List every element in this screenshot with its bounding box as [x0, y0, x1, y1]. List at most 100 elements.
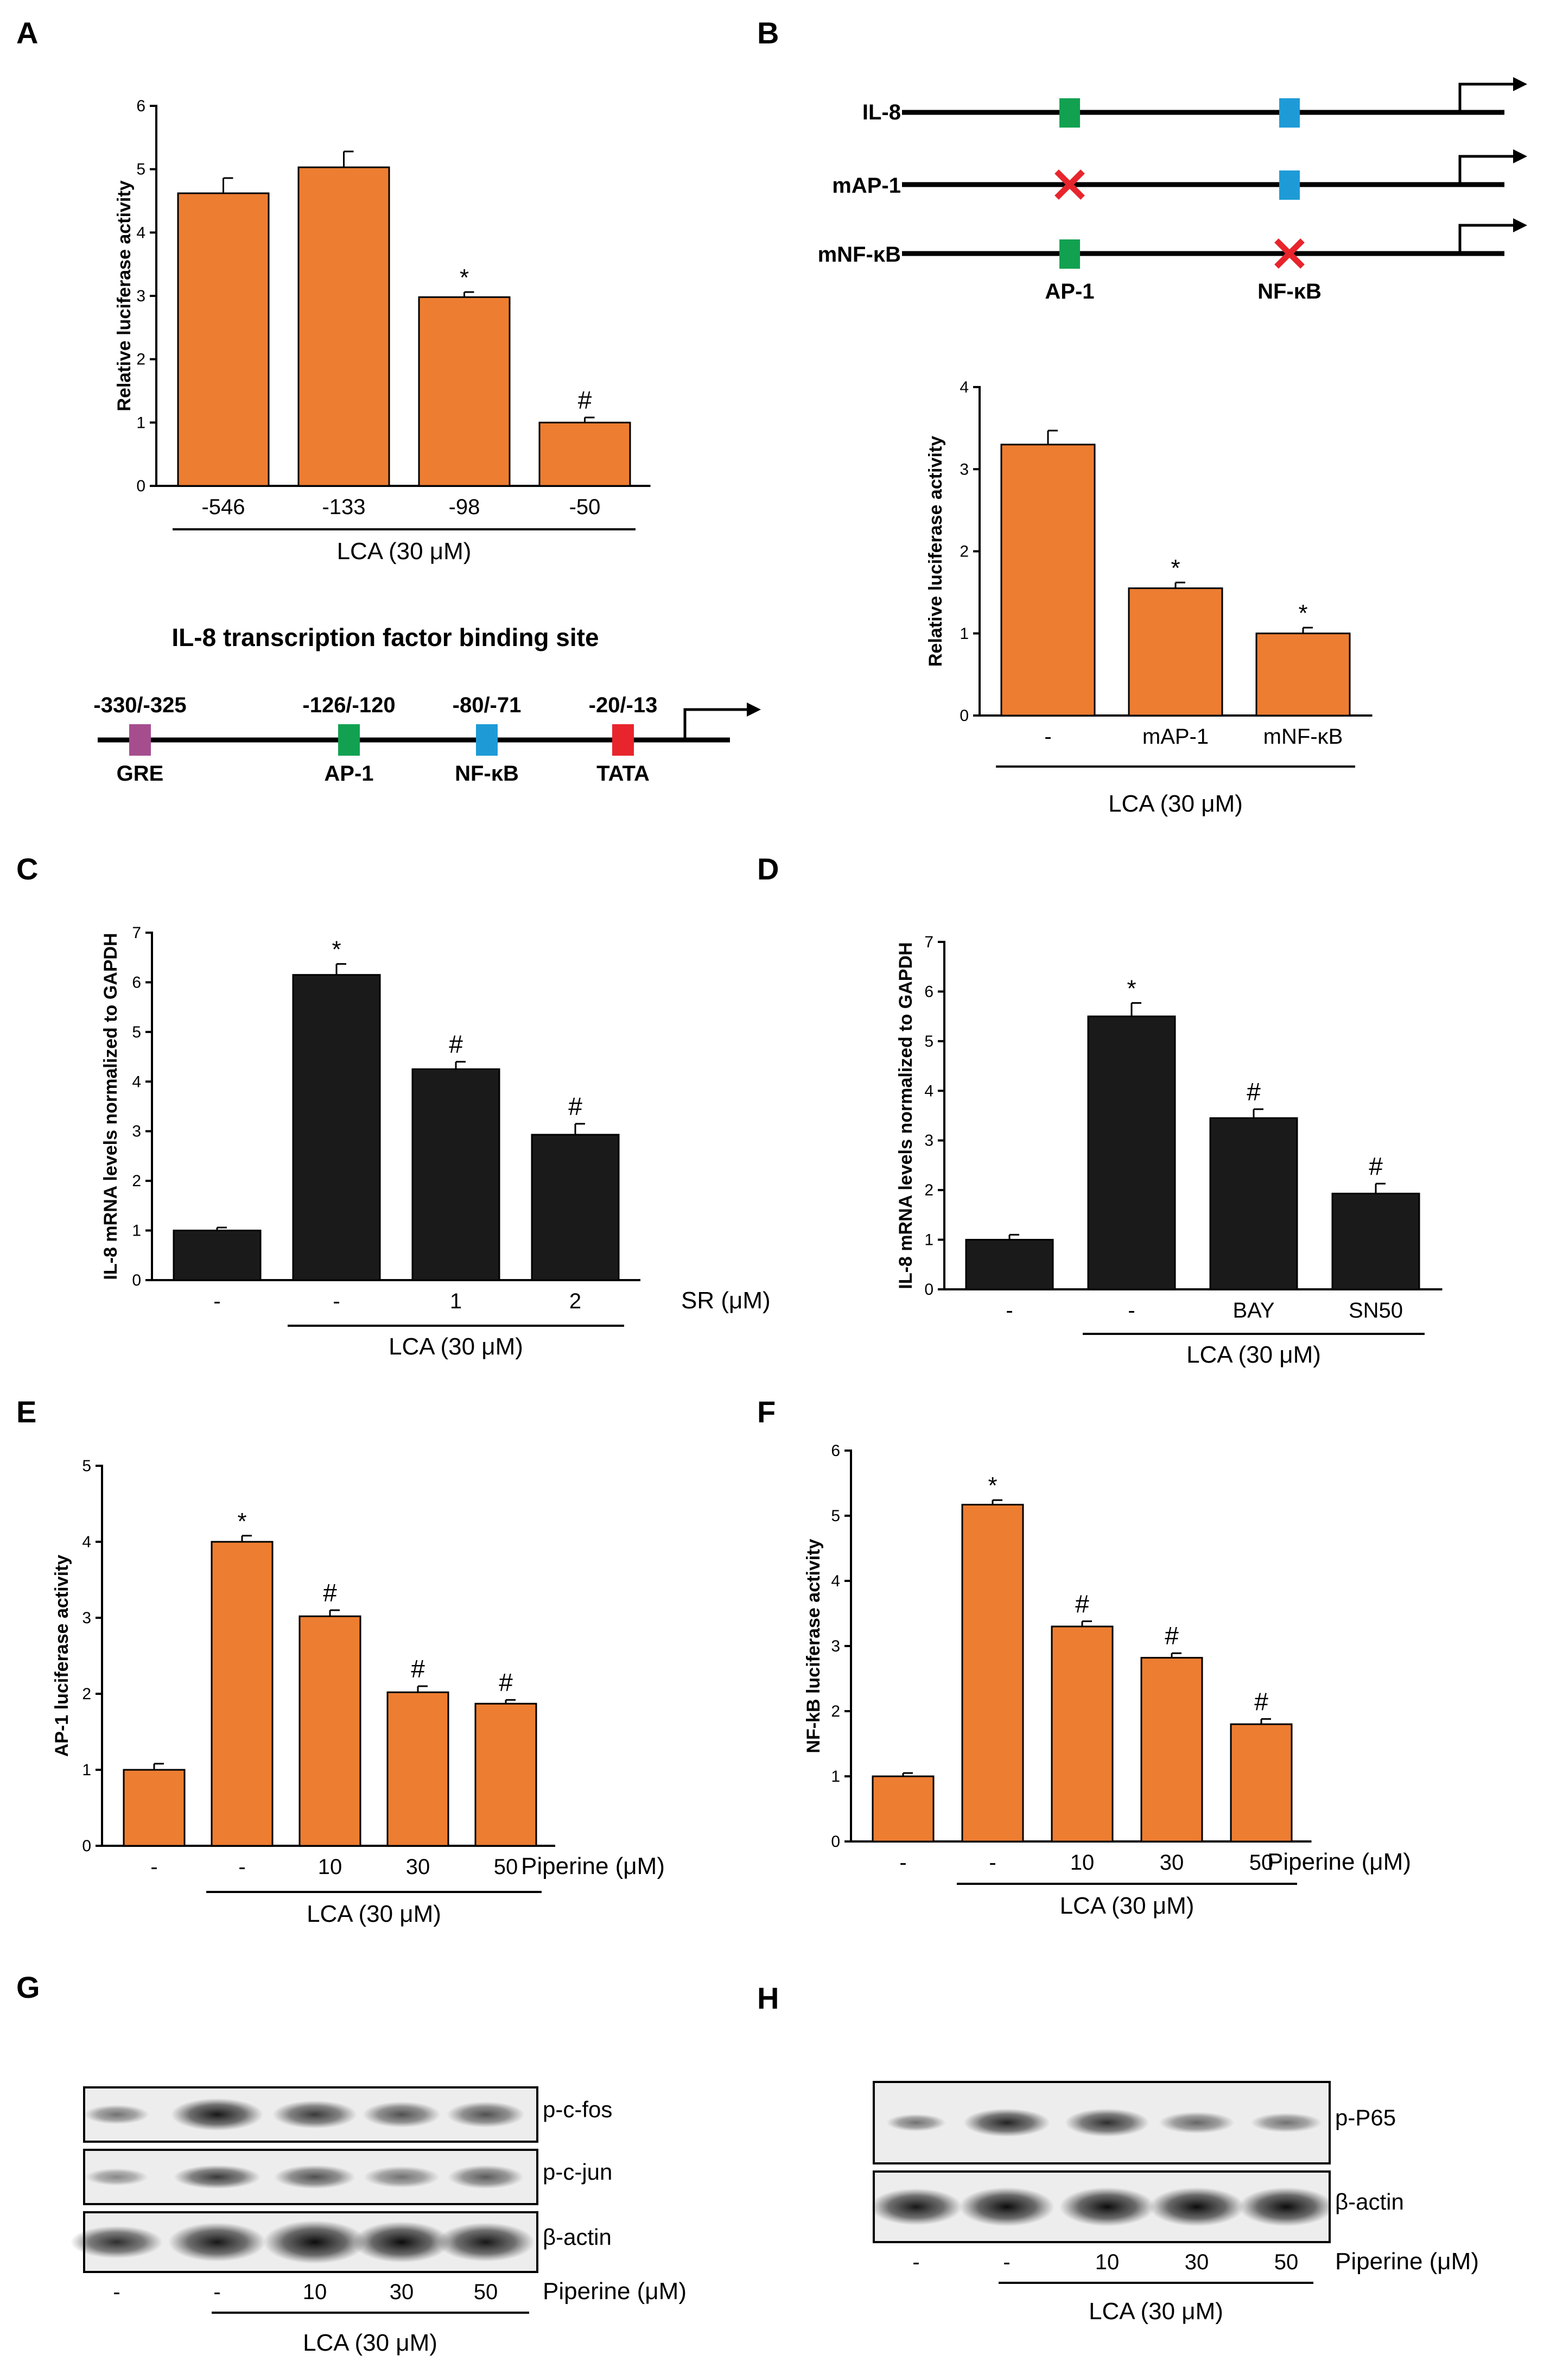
y-tick-label: 4	[924, 1082, 933, 1100]
unit-label: Piperine (μM)	[1335, 2248, 1479, 2275]
tss-arrow	[683, 708, 748, 740]
mutation-x-icon	[1274, 238, 1305, 269]
unit-label: Piperine (μM)	[521, 1853, 665, 1879]
y-tick-label: 6	[831, 1442, 840, 1460]
protein-band	[959, 2187, 1054, 2226]
y-tick-label: 4	[831, 1572, 840, 1590]
protein-band	[364, 2166, 440, 2188]
site-name: TATA	[596, 762, 650, 786]
site-name: AP-1	[1045, 280, 1094, 303]
y-tick-label: 3	[136, 287, 145, 305]
group-label: LCA (30 μM)	[389, 1333, 523, 1360]
bar	[418, 296, 511, 487]
bar	[173, 1230, 262, 1281]
protein-band	[174, 2165, 261, 2189]
lane-label: 10	[303, 2280, 327, 2304]
protein-band	[1238, 2187, 1334, 2226]
bar	[1128, 587, 1223, 717]
y-tick-label: 6	[924, 983, 933, 1001]
site-pos: -80/-71	[453, 693, 522, 717]
y-tick-label: 0	[82, 1837, 91, 1855]
y-tick-label: 3	[924, 1132, 933, 1150]
y-tick-label: 5	[132, 1023, 141, 1041]
x-tick-label: 10	[1070, 1851, 1095, 1875]
panel-letter: E	[16, 1395, 36, 1429]
bar	[1230, 1723, 1293, 1843]
y-axis-label: IL-8 mRNA levels normalized to GAPDH	[100, 933, 121, 1280]
tss-arrow-head	[1513, 77, 1527, 91]
y-tick-label: 4	[960, 378, 969, 396]
panel-letter: C	[16, 852, 38, 886]
protein-band	[353, 2221, 450, 2263]
schematic-b: IL-8 mAP-1 mNF-κB AP-1 NF-κB	[818, 77, 1527, 303]
x-tick-label: 1	[450, 1289, 462, 1313]
tss-arrow	[1458, 155, 1514, 185]
x-tick-label: -	[238, 1855, 245, 1879]
panel-letter: A	[16, 16, 38, 50]
y-axis-label: AP-1 luciferase activity	[52, 1555, 72, 1757]
protein-band	[1159, 2112, 1235, 2134]
x-tick-label: -	[150, 1855, 157, 1879]
x-tick-label: -	[1128, 1299, 1135, 1322]
nfkb-site	[476, 724, 498, 756]
significance-star: *	[1298, 600, 1307, 626]
bar	[1051, 1625, 1114, 1843]
y-tick-label: 2	[132, 1172, 141, 1190]
tss-arrow-head	[1513, 218, 1527, 232]
chart-d: D 0 1 2 3 4 5 6 7 IL-8 mRNA levels normalized to …	[757, 852, 1443, 1368]
x-tick-label: -	[899, 1851, 906, 1875]
y-tick-label: 0	[924, 1281, 933, 1299]
significance-star: *	[460, 264, 469, 291]
significance-hash: #	[1247, 1078, 1261, 1106]
protein-band	[448, 2165, 524, 2189]
y-tick-label: 2	[136, 351, 145, 369]
protein-band	[171, 2098, 263, 2131]
site-name: NF-κB	[1257, 280, 1322, 303]
significance-star: *	[237, 1508, 246, 1535]
panel-letter: D	[757, 852, 779, 886]
y-tick-label: 4	[136, 224, 145, 242]
panel-letter: F	[757, 1395, 776, 1429]
lane-label: -	[213, 2280, 220, 2304]
y-tick-label: 4	[132, 1073, 141, 1091]
blot-g: p-c-fos p-c-jun β-actin - - 10 30 50 Pip…	[71, 2086, 687, 2356]
x-tick-label: 2	[569, 1289, 581, 1313]
nfkb-site	[1279, 98, 1300, 128]
y-tick-label: 0	[960, 707, 969, 725]
significance-hash: #	[411, 1655, 425, 1683]
bar	[1000, 444, 1096, 717]
panel-letter: G	[16, 1970, 40, 2004]
lane-label: -	[113, 2280, 120, 2304]
x-tick-label: -98	[449, 495, 480, 519]
protein-band	[1250, 2113, 1322, 2132]
y-tick-label: 6	[132, 973, 141, 991]
mutation-x-icon	[1054, 169, 1085, 200]
x-tick-label: BAY	[1233, 1299, 1274, 1322]
x-tick-label: -	[333, 1289, 340, 1313]
tss-arrow	[1458, 83, 1514, 112]
bar	[297, 166, 390, 487]
tata-site	[612, 724, 634, 756]
y-tick-label: 1	[831, 1768, 840, 1786]
x-tick-label: mNF-κB	[1263, 725, 1343, 749]
x-tick-label: -546	[201, 495, 245, 519]
significance-hash: #	[1369, 1152, 1383, 1180]
bar	[1255, 632, 1351, 717]
y-tick-label: 1	[132, 1222, 141, 1240]
protein-band	[437, 2223, 535, 2262]
bar	[411, 1068, 500, 1281]
y-tick-label: 1	[136, 414, 145, 432]
chart-e: E 0 1 2 3 4 5 AP-1 luciferase activity - - * 10 #30 #…	[16, 1395, 665, 1927]
group-label: LCA (30 μM)	[303, 2330, 437, 2356]
protein-band	[274, 2165, 355, 2189]
bar	[965, 1239, 1054, 1290]
ap1-site	[1059, 239, 1080, 269]
band-label: p-c-jun	[543, 2159, 612, 2185]
construct-label: IL-8	[862, 100, 901, 124]
lane-label: -	[912, 2250, 919, 2274]
unit-label: Piperine (μM)	[543, 2278, 687, 2305]
y-tick-label: 3	[960, 460, 969, 478]
y-tick-label: 0	[831, 1833, 840, 1851]
x-tick-label: -	[1006, 1299, 1013, 1322]
